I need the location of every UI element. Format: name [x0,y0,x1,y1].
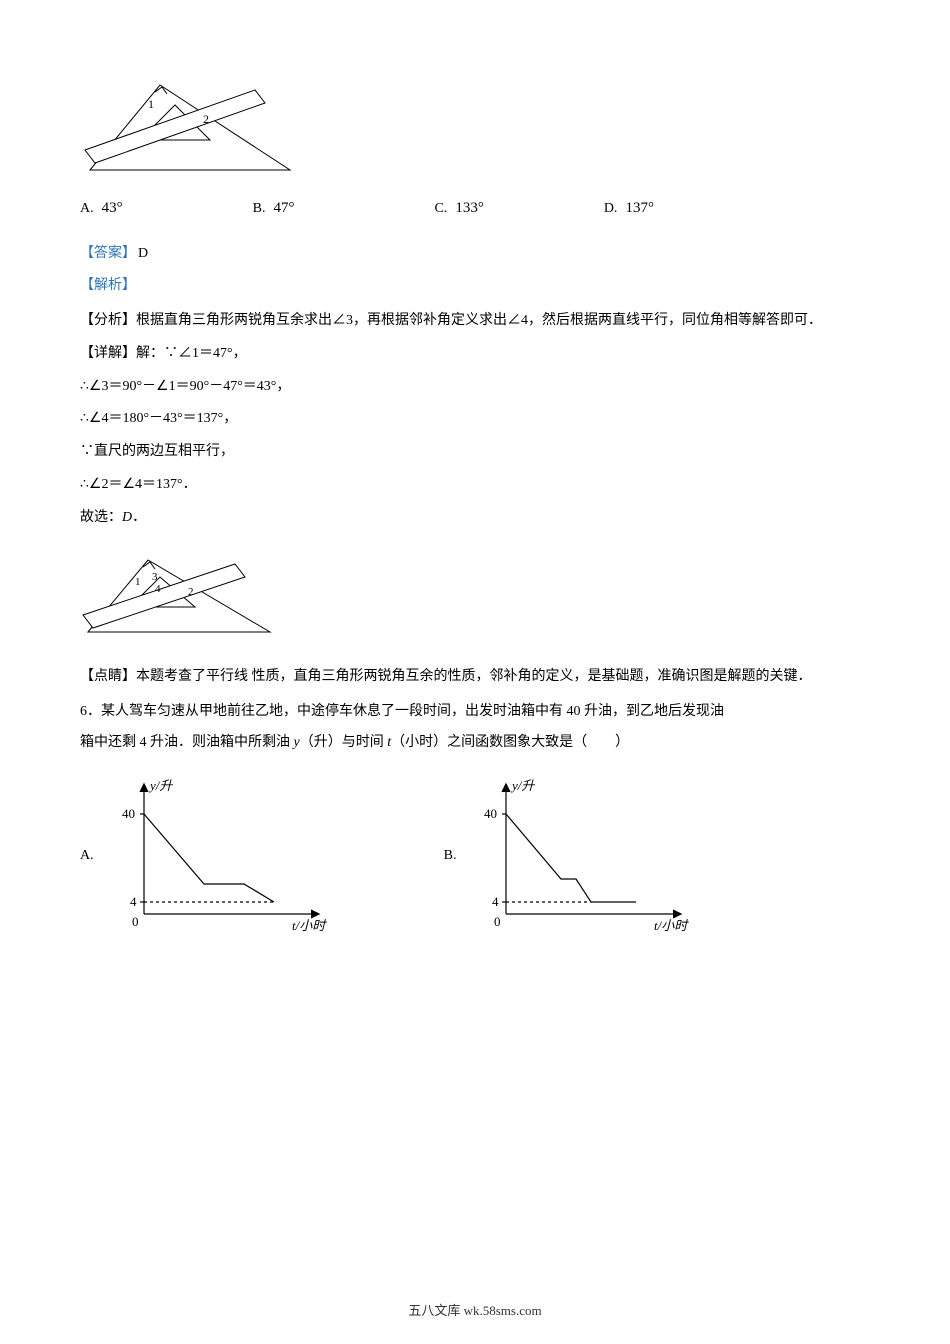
fenxi-para: 【分析】根据直角三角形两锐角互余求出∠3，再根据邻补角定义求出∠4，然后根据两直… [80,306,870,337]
option-d-label: D. [604,201,618,217]
chart-b-xlabel: t/小时 [654,918,689,933]
chart-a-svg: y/升 40 4 0 t/小时 [104,774,334,934]
options-row: A. 43° B. 47° C. 133° D. 137° [80,200,870,217]
xiangjie-line1: 【详解】解：∵∠1＝47°， [80,339,870,370]
chart-b-ymax: 40 [484,806,497,821]
analysis-tag: 【解析】 [80,278,136,293]
chart-b-origin: 0 [494,914,501,929]
line6-pre: 故选： [80,510,122,525]
option-c-value: 133° [455,200,484,217]
answer-line: 【答案】D [80,242,870,262]
angle-2-label: 2 [203,112,209,126]
xiangjie-line1-content: ∵∠1＝47°， [164,346,247,361]
option-b-value: 47° [273,200,294,217]
q6-mid: （升）与时间 [300,735,388,750]
triangle-ruler-diagram-2: 1 3 4 2 [80,542,280,642]
option-c: C. 133° [434,200,483,217]
chart-a-origin: 0 [132,914,139,929]
option-c-label: C. [434,201,447,217]
q6-number: 6． [80,704,101,719]
option-d: D. 137° [604,200,654,217]
answer-tag: 【答案】 [80,246,136,261]
chart-b-svg: y/升 40 4 0 t/小时 [466,774,696,934]
angle-1-label: 1 [148,97,154,111]
analysis-line: 【解析】 [80,274,870,294]
figure-2: 1 3 4 2 [80,542,870,647]
option-d-value: 137° [625,200,654,217]
chart-a-ylabel: y/升 [148,778,173,793]
fig2-angle4: 4 [155,583,161,595]
q6-post: （小时）之间函数图象大致是（ ） [391,735,629,750]
xiangjie-line5: ∴∠2＝∠4＝137°． [80,470,870,501]
option-a-label: A. [80,201,94,217]
q6-text-line1: 某人驾车匀速从甲地前往乙地，中途停车休息了一段时间，出发时油箱中有 40 升油，… [101,704,724,719]
question-6-line2: 箱中还剩 4 升油．则油箱中所剩油 y（升）与时间 t（小时）之间函数图象大致是… [80,728,870,759]
chart-a-block: A. y/升 40 4 0 t/小时 [80,774,334,934]
xiangjie-line6: 故选：D． [80,503,870,534]
charts-row: A. y/升 40 4 0 t/小时 [80,774,870,934]
question-6: 6．某人驾车匀速从甲地前往乙地，中途停车休息了一段时间，出发时油箱中有 40 升… [80,697,870,728]
option-a: A. 43° [80,200,123,217]
option-a-value: 43° [102,200,123,217]
figure-1: 1 2 [80,60,870,185]
fig2-angle2: 2 [188,586,194,598]
chart-a-ymin: 4 [130,894,137,909]
q6-pre: 箱中还剩 4 升油．则油箱中所剩油 [80,735,294,750]
fig2-angle1: 1 [135,576,141,588]
triangle-ruler-diagram-1: 1 2 [80,60,300,180]
chart-b-ylabel: y/升 [510,778,535,793]
answer-letter: D [138,246,148,261]
xiangjie-line4: ∵直尺的两边互相平行， [80,437,870,468]
chart-b-ymin: 4 [492,894,499,909]
line6-ans: D [122,510,132,525]
fig2-angle3: 3 [152,571,158,583]
chart-a-ymax: 40 [122,806,135,821]
option-b-label: B. [253,201,266,217]
xiangjie-line3: ∴∠4＝180°－43°＝137°， [80,404,870,435]
page-footer: 五八文库 wk.58sms.com [0,1300,950,1319]
xiangjie-label: 【详解】解： [80,346,164,361]
dianjing-para: 【点睛】本题考查了平行线 性质，直角三角形两锐角互余的性质，邻补角的定义，是基础… [80,662,870,693]
line6-post: ． [132,510,146,525]
chart-b-label: B. [444,848,457,864]
chart-b-block: B. y/升 40 4 0 t/小时 [444,774,697,934]
chart-a-label: A. [80,848,94,864]
xiangjie-line2: ∴∠3＝90°－∠1＝90°－47°＝43°， [80,372,870,403]
chart-a-xlabel: t/小时 [292,918,327,933]
option-b: B. 47° [253,200,295,217]
